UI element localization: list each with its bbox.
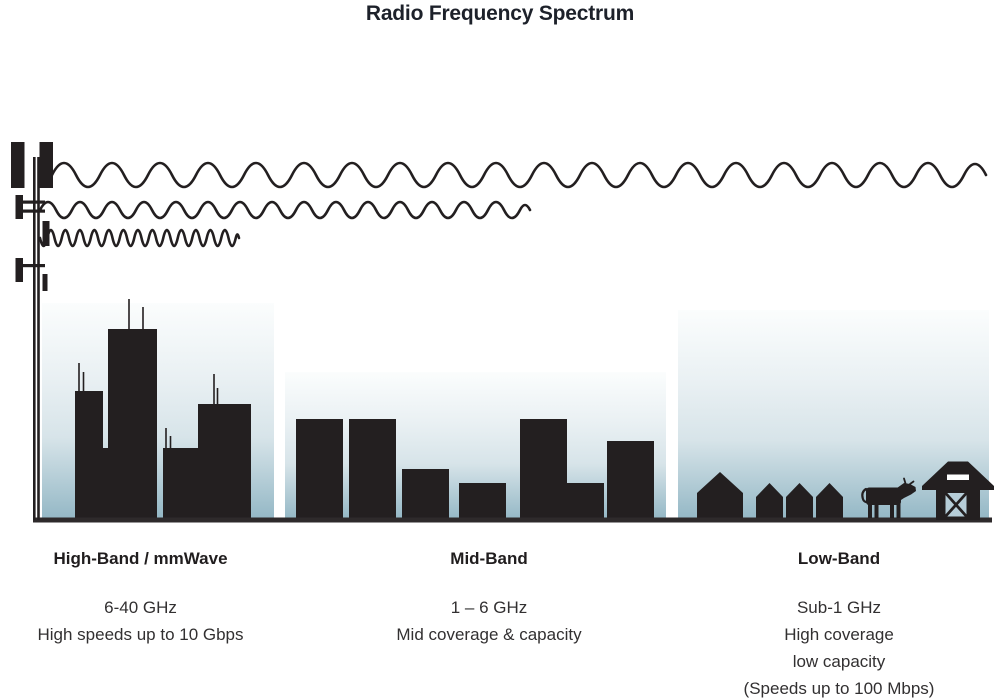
house-icon (816, 483, 843, 520)
midrise-building (607, 441, 654, 520)
barn-door-cross (943, 491, 969, 518)
cow-body (866, 487, 901, 505)
high-band-frequency: 6-40 GHz (104, 598, 177, 617)
midrise-building (296, 419, 343, 520)
antenna-panel (11, 142, 25, 188)
tower-crossarm (23, 209, 45, 213)
page-title: Radio Frequency Spectrum (365, 2, 635, 25)
cow-ear (909, 480, 915, 485)
cow-tail (861, 487, 868, 504)
house-icon (756, 483, 783, 520)
mid-frequency-wave (38, 200, 532, 220)
cow-icon (861, 477, 916, 518)
house-icon (786, 483, 813, 520)
tower-crossarm (16, 264, 45, 268)
midrise-building (459, 483, 506, 520)
side-antenna (15, 195, 23, 219)
mid-band-title: Mid-Band (450, 549, 528, 568)
cell-tower-icon (11, 142, 53, 520)
high-frequency-wave (38, 228, 241, 248)
house-icon (697, 472, 743, 520)
cow-leg (896, 503, 901, 518)
cow-leg (868, 503, 872, 518)
barn-loft-vent (947, 474, 969, 480)
midrise-building (520, 419, 567, 520)
tower-crossarm (16, 200, 45, 204)
ground-line (33, 517, 992, 523)
skyscraper (198, 404, 251, 520)
mid-band-caption: Mid-Band 1 – 6 GHz Mid coverage & capaci… (330, 548, 648, 648)
low-band-capacity: low capacity (792, 652, 886, 671)
cow-leg (874, 503, 879, 518)
low-band-frequency: Sub-1 GHz (796, 598, 882, 617)
low-band-speed: (Speeds up to 100 Mbps) (743, 679, 935, 698)
cow-head (897, 483, 916, 501)
midrise-buildings-icon (296, 419, 654, 520)
side-antenna (42, 221, 50, 246)
skyscraper (163, 448, 198, 520)
houses-icon (697, 472, 843, 520)
low-frequency-wave (50, 161, 988, 189)
low-band-caption: Low-Band Sub-1 GHz High coverage low cap… (680, 548, 998, 700)
mid-band-frequency: 1 – 6 GHz (450, 598, 528, 617)
skyscraper (75, 391, 103, 520)
antenna-panel (39, 142, 53, 188)
tower-mast (37, 157, 40, 520)
mid-band-coverage: Mid coverage & capacity (396, 625, 582, 644)
midrise-building (349, 419, 396, 520)
skyscraper (100, 448, 112, 520)
midrise-building (402, 469, 449, 520)
high-band-speed: High speeds up to 10 Gbps (37, 625, 244, 644)
cow-horn (903, 477, 907, 485)
low-band-title: Low-Band (797, 549, 881, 568)
high-band-caption: High-Band / mmWave 6-40 GHz High speeds … (0, 548, 281, 648)
midrise-building (567, 483, 604, 520)
low-band-coverage: High coverage (784, 625, 894, 644)
barn-icon (922, 461, 994, 520)
side-antenna (15, 258, 23, 282)
cow-leg (890, 503, 894, 518)
tower-mast (33, 157, 36, 520)
skyscrapers-icon (75, 299, 251, 520)
high-band-title: High-Band / mmWave (53, 549, 228, 568)
skyscraper (108, 329, 157, 520)
side-antenna (42, 274, 48, 291)
